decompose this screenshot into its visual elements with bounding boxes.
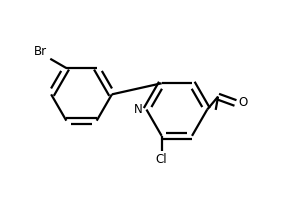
Text: N: N [134,103,143,116]
Text: Br: Br [34,45,47,58]
Text: O: O [239,96,248,109]
Text: Cl: Cl [156,153,167,166]
